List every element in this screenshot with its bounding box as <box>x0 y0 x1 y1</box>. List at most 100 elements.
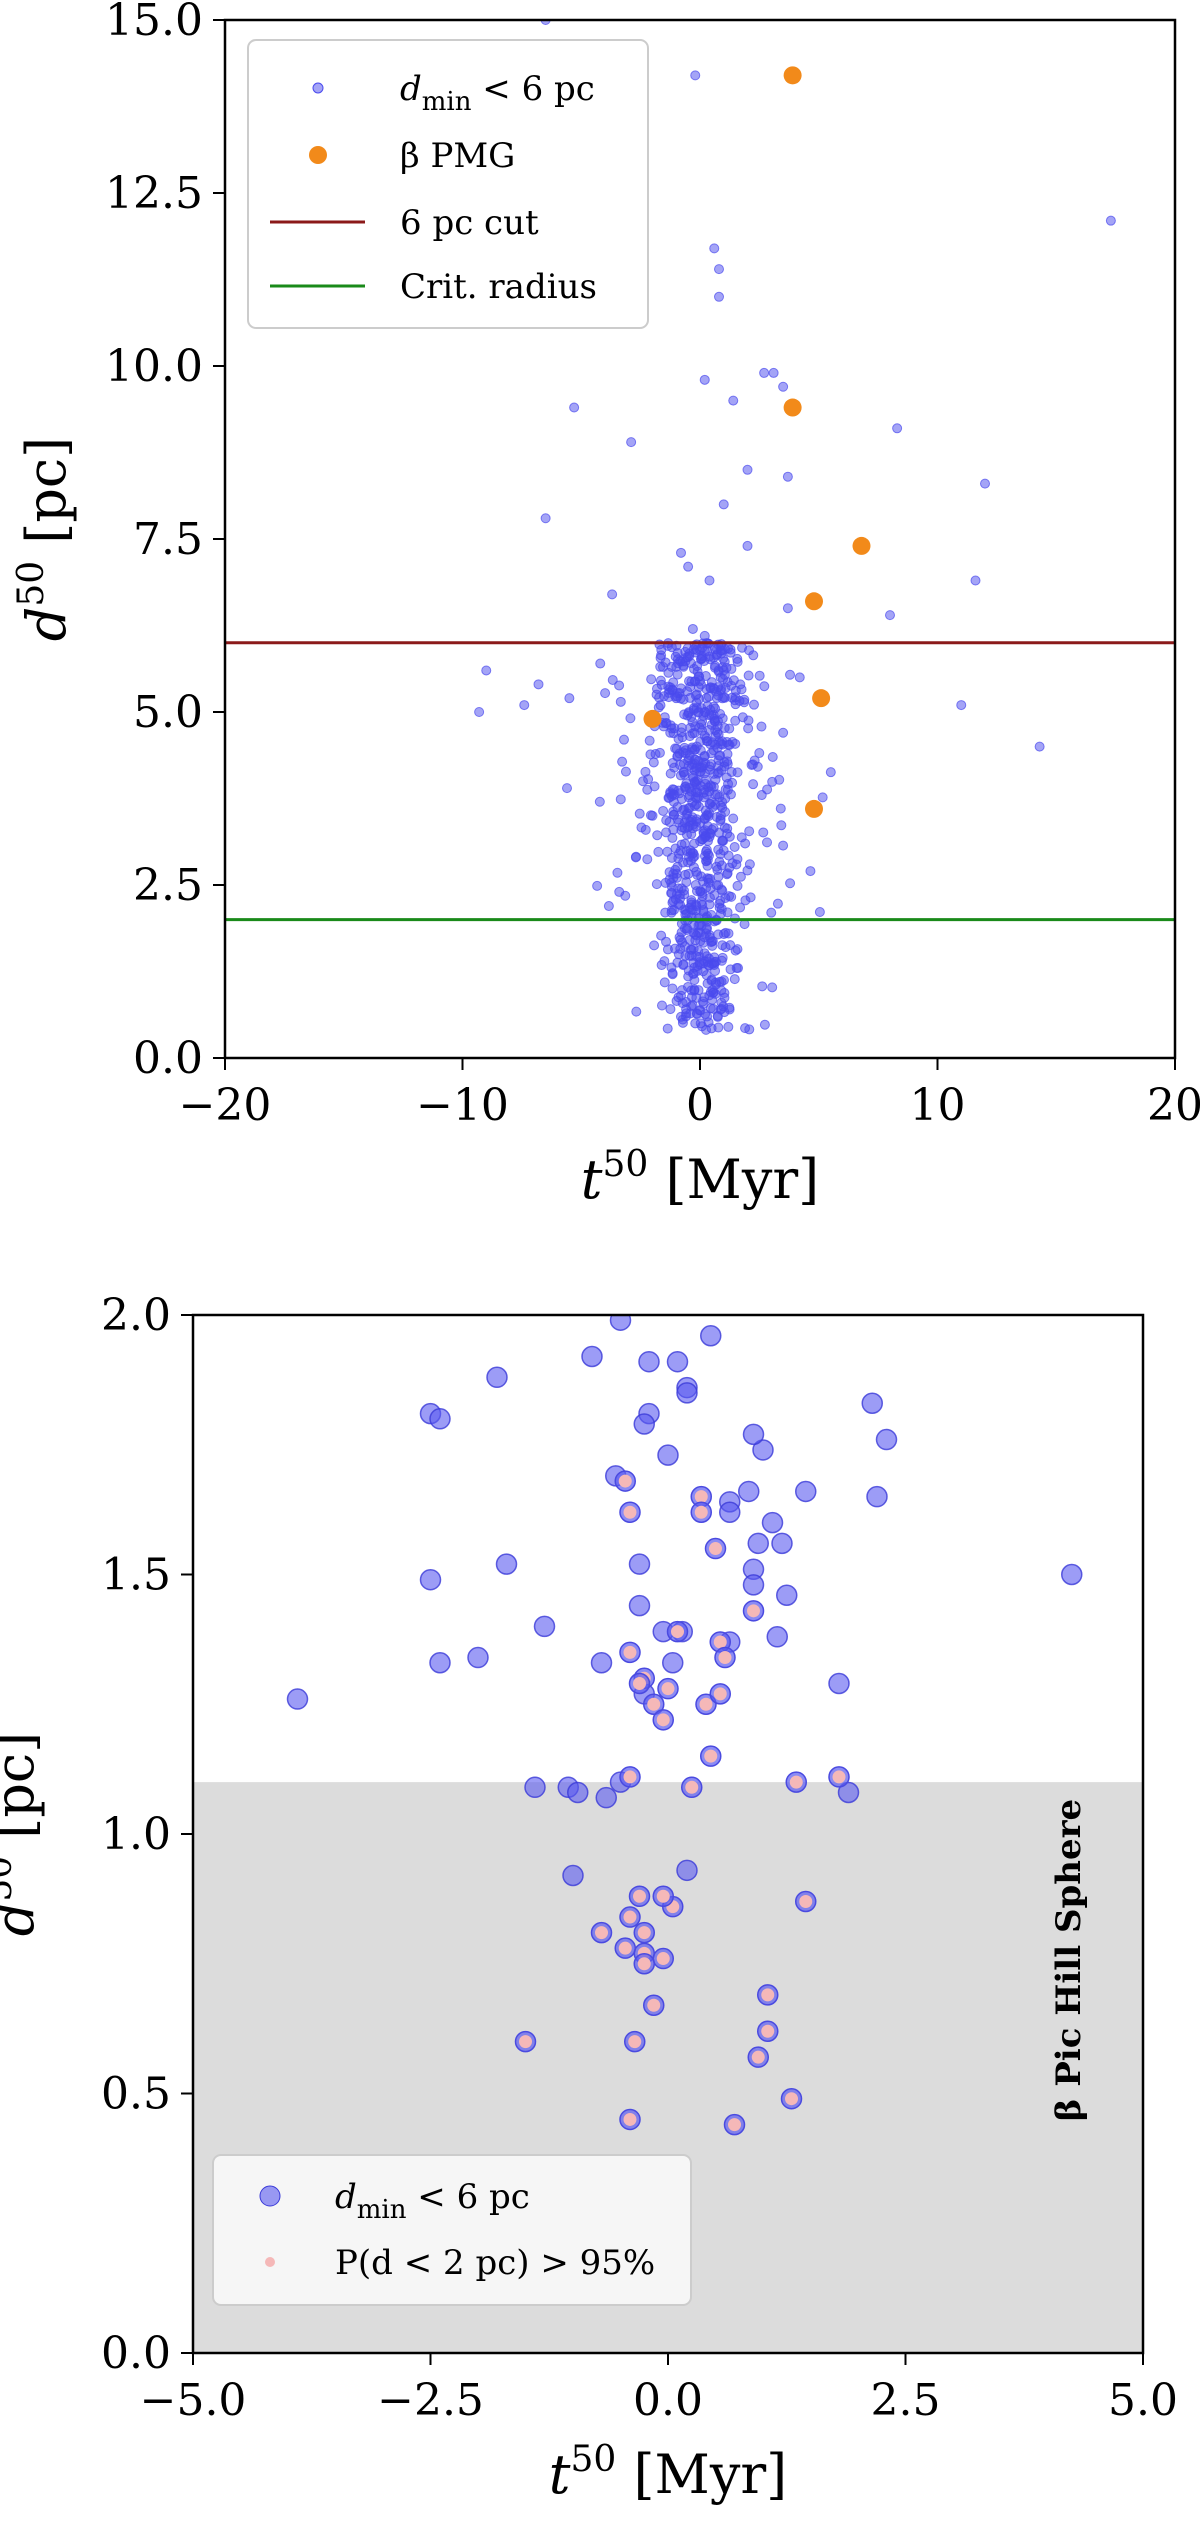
data-point-bpmg <box>805 799 823 818</box>
data-point-p95 <box>628 2035 642 2049</box>
data-point-p95 <box>761 1988 775 2002</box>
data-point-p95 <box>709 1542 722 1556</box>
data-point-dmin <box>719 1501 741 1523</box>
hill-sphere-label: β Pic Hill Sphere <box>1049 1799 1089 2121</box>
data-point-dmin <box>592 880 603 891</box>
data-point-dmin <box>733 963 743 974</box>
data-point-dmin <box>714 791 725 802</box>
data-point-dmin <box>756 790 767 801</box>
x-tick-label: 2.5 <box>871 2375 941 2426</box>
data-point-p95 <box>618 1941 632 1955</box>
data-point-dmin <box>714 750 725 761</box>
data-point-dmin <box>742 464 753 475</box>
data-point-dmin <box>688 968 699 979</box>
data-point-dmin <box>668 806 679 817</box>
data-point-dmin <box>655 652 666 663</box>
data-point-dmin <box>668 789 679 800</box>
data-point-dmin <box>697 834 708 845</box>
data-point-dmin <box>756 721 767 732</box>
y-axis-label: d50 [pc] <box>0 1732 46 1937</box>
data-point-dmin <box>540 513 551 524</box>
data-point-dmin <box>716 985 727 996</box>
data-point-dmin <box>619 734 629 745</box>
data-point-dmin <box>1034 741 1045 752</box>
data-point-dmin <box>607 674 618 685</box>
legend-bottom: dmin < 6 pc P(d < 2 pc) > 95% <box>212 2154 692 2306</box>
data-point-dmin <box>654 747 665 758</box>
legend-marker-bpmg <box>309 146 327 164</box>
data-point-dmin <box>706 937 717 948</box>
y-tick-label: 1.5 <box>101 1550 171 1601</box>
data-point-dmin <box>666 962 677 973</box>
data-point-dmin <box>524 1776 546 1799</box>
data-point-dmin <box>626 437 637 448</box>
data-point-p95 <box>618 1474 632 1488</box>
data-point-bpmg <box>643 709 662 728</box>
plot-frame <box>223 18 1177 1060</box>
data-point-dmin <box>742 1574 765 1596</box>
data-point-dmin <box>875 1428 898 1451</box>
data-point-dmin <box>718 845 729 856</box>
data-point-dmin <box>684 802 695 813</box>
data-point-dmin <box>705 883 716 894</box>
data-point-dmin <box>681 925 692 936</box>
data-point-dmin <box>638 776 648 787</box>
data-point-dmin <box>704 761 715 772</box>
y-tick-label: 10.0 <box>105 341 203 392</box>
data-point-dmin <box>698 876 709 887</box>
data-point-dmin <box>676 547 686 558</box>
x-tick-label: −5.0 <box>140 2375 247 2426</box>
legend-label-line: Crit. radius <box>400 267 597 307</box>
data-point-dmin <box>716 997 727 1008</box>
data-point-dmin <box>728 675 739 686</box>
data-point-p95 <box>637 1926 651 1940</box>
data-point-dmin <box>885 610 895 621</box>
data-point-p95 <box>633 1676 646 1690</box>
data-point-dmin <box>595 1786 617 1809</box>
data-point-p95 <box>519 2035 532 2049</box>
data-point-dmin <box>714 264 724 275</box>
legend-label-bpmg: β PMG <box>400 136 515 176</box>
data-point-dmin <box>732 653 743 664</box>
legend-label-dmin: dmin < 6 pc <box>335 2177 530 2225</box>
legend-marker-dmin <box>312 82 324 94</box>
x-tick-label: 20 <box>1147 1080 1200 1131</box>
data-point-dmin <box>666 877 677 888</box>
y-tick-label: 2.0 <box>101 1290 171 1341</box>
data-point-dmin <box>668 824 679 835</box>
legend-frame <box>212 2154 692 2306</box>
data-point-dmin <box>716 860 727 871</box>
data-point-dmin <box>702 809 713 820</box>
data-point-dmin <box>722 868 733 879</box>
data-point-dmin <box>723 643 734 654</box>
data-point-dmin <box>719 822 730 833</box>
data-point-dmin <box>628 1594 651 1617</box>
data-point-dmin <box>767 776 778 787</box>
data-point-dmin <box>656 1000 667 1011</box>
data-point-dmin <box>581 1345 603 1368</box>
data-point-dmin <box>710 725 721 736</box>
data-point-dmin <box>614 680 625 691</box>
data-point-dmin <box>519 700 530 711</box>
legend-marker-p95 <box>265 2257 275 2267</box>
data-point-p95 <box>623 1645 637 1659</box>
data-point-p95 <box>694 1505 708 1519</box>
data-point-dmin <box>682 710 693 721</box>
data-point-bpmg <box>812 689 831 708</box>
data-point-dmin <box>625 713 636 724</box>
data-point-dmin <box>683 561 694 572</box>
data-point-dmin <box>738 1480 760 1503</box>
data-point-dmin <box>474 707 485 717</box>
data-point-dmin <box>419 1568 442 1591</box>
data-point-dmin <box>692 661 703 672</box>
data-point-dmin <box>744 1024 755 1035</box>
data-point-dmin <box>699 374 710 385</box>
data-point-dmin <box>669 723 680 734</box>
data-point-dmin <box>719 761 730 772</box>
data-point-dmin <box>778 840 789 851</box>
data-point-dmin <box>866 1485 888 1508</box>
data-point-dmin <box>695 644 705 655</box>
data-point-dmin <box>837 1781 860 1804</box>
data-point-dmin <box>817 792 828 803</box>
